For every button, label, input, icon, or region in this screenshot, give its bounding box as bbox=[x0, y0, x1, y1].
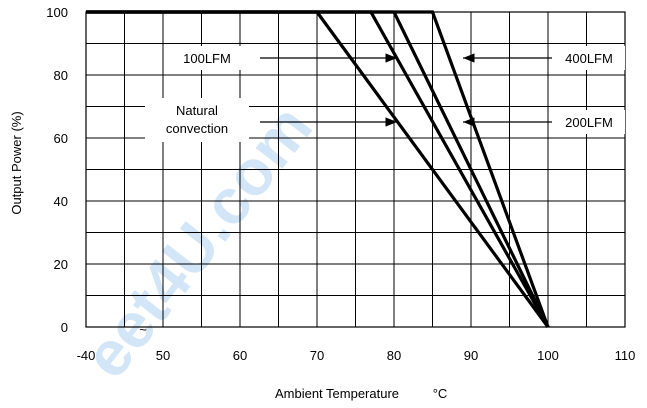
annotations: 100LFM Natural convection 400LFM 200LFM bbox=[145, 46, 625, 142]
series-line bbox=[86, 10, 550, 328]
annotation-box bbox=[553, 110, 625, 134]
x-tick-label: 80 bbox=[387, 348, 401, 363]
annotation-label: 400LFM bbox=[565, 51, 613, 66]
y-axis-label: Output Power (%) bbox=[9, 111, 24, 214]
x-tick-label: 110 bbox=[615, 348, 636, 363]
annotation-box bbox=[166, 46, 248, 70]
series-lines bbox=[86, 10, 550, 328]
y-tick-label: 40 bbox=[54, 194, 68, 209]
annotation-label: 200LFM bbox=[565, 115, 613, 130]
x-axis-label: Ambient Temperature bbox=[275, 386, 399, 401]
y-tick-label: 60 bbox=[54, 131, 68, 146]
y-tick-label: 0 bbox=[61, 320, 68, 335]
annotation-box bbox=[145, 98, 249, 142]
x-tick-label: -40 bbox=[77, 348, 96, 363]
x-tick-label: 90 bbox=[464, 348, 478, 363]
x-tick-label: 50 bbox=[156, 348, 170, 363]
annotation-label: Natural bbox=[176, 103, 218, 118]
annotation-label: convection bbox=[166, 121, 228, 136]
x-axis-break-mark: ~ bbox=[139, 322, 147, 337]
x-axis-unit: °C bbox=[433, 386, 448, 401]
x-tick-label: 100 bbox=[537, 348, 559, 363]
y-tick-label: 80 bbox=[54, 68, 68, 83]
x-tick-label: 60 bbox=[233, 348, 247, 363]
y-tick-label: 20 bbox=[54, 257, 68, 272]
y-tick-label: 100 bbox=[46, 5, 68, 20]
x-tick-label: 70 bbox=[310, 348, 324, 363]
tick-labels: -40 50 60 70 80 90 100 110 0 20 40 60 80 100 bbox=[46, 5, 635, 363]
annotation-label: 100LFM bbox=[183, 51, 231, 66]
annotation-box bbox=[553, 46, 625, 70]
